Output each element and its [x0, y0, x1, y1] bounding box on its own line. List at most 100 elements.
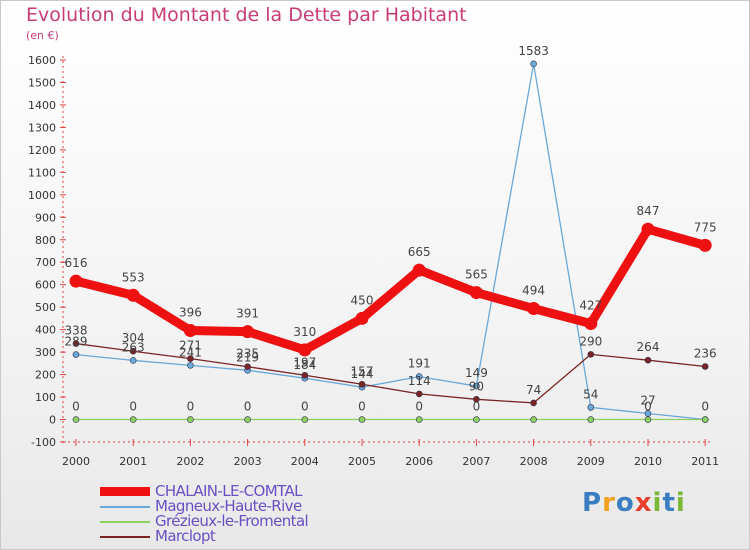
data-label: 0 — [244, 400, 252, 414]
data-label: 304 — [122, 331, 145, 345]
series-line — [75, 342, 706, 404]
x-tick-label: 2007 — [462, 455, 490, 468]
data-label: 191 — [408, 357, 431, 371]
data-label: 0 — [358, 400, 366, 414]
data-point — [301, 371, 309, 379]
data-label: 0 — [701, 400, 709, 414]
data-point — [698, 238, 712, 252]
data-point — [72, 416, 80, 423]
y-tick-label: 1100 — [28, 166, 56, 179]
x-tick-label: 2006 — [405, 455, 433, 468]
data-point — [187, 355, 194, 362]
y-tick-label: 400 — [35, 324, 56, 337]
legend-item: CHALAIN-LE-COMTAL — [100, 482, 360, 500]
logo-letter: P — [582, 488, 603, 518]
data-label: 553 — [122, 270, 145, 284]
data-point — [587, 416, 595, 423]
data-label: 54 — [583, 387, 598, 401]
data-label: 847 — [637, 204, 660, 218]
proxiti-logo: Proxiti — [582, 488, 686, 518]
data-label: 775 — [694, 220, 717, 234]
legend-swatch — [100, 506, 150, 508]
y-tick-label: 500 — [35, 301, 56, 314]
data-point — [358, 416, 366, 423]
data-point — [644, 416, 652, 423]
data-label: 264 — [637, 340, 660, 354]
data-label: 396 — [179, 306, 202, 320]
data-label: 565 — [465, 268, 488, 282]
data-point — [241, 325, 255, 339]
logo-letter: t — [662, 488, 676, 518]
data-label: 1583 — [518, 44, 549, 58]
data-point — [584, 317, 598, 331]
y-tick-label: 1300 — [28, 121, 56, 134]
x-tick-label: 2010 — [634, 455, 662, 468]
data-point — [527, 302, 541, 316]
data-label: 0 — [473, 400, 481, 414]
x-tick-label: 2011 — [691, 455, 719, 468]
data-point — [530, 60, 537, 68]
x-tick-label: 2000 — [62, 455, 90, 468]
data-point — [183, 324, 197, 338]
data-point — [126, 288, 140, 302]
logo-letter: o — [615, 488, 635, 518]
data-point — [701, 363, 709, 370]
y-tick-label: 1000 — [28, 189, 56, 202]
data-label: 391 — [236, 307, 259, 321]
chart-unit-label: (en €) — [26, 29, 59, 42]
series-line — [71, 224, 710, 355]
legend-swatch — [100, 521, 150, 523]
legend-label: Marclopt — [155, 527, 216, 545]
data-point — [298, 343, 312, 357]
data-point — [644, 356, 652, 364]
y-tick-label: 1500 — [28, 76, 56, 89]
data-label: 0 — [72, 400, 80, 414]
data-point — [72, 351, 80, 358]
data-point — [129, 347, 137, 355]
data-point — [415, 390, 423, 398]
legend-label: CHALAIN-LE-COMTAL — [155, 482, 303, 500]
y-tick-label: 1200 — [28, 144, 56, 157]
legend-item: Grézieux-le-Fromental — [100, 512, 360, 530]
logo-letter: x — [634, 488, 653, 518]
legend-label: Magneux-Haute-Rive — [155, 497, 302, 515]
data-label: 427 — [579, 299, 602, 313]
data-point — [244, 416, 251, 423]
x-tick-label: 2008 — [520, 455, 548, 468]
data-label: 27 — [640, 393, 655, 407]
data-label: 90 — [469, 379, 484, 393]
x-tick-label: 2001 — [119, 455, 147, 468]
data-label: 197 — [293, 355, 316, 369]
data-label: 0 — [415, 400, 423, 414]
y-tick-label: 800 — [35, 234, 56, 247]
x-tick-label: 2009 — [577, 455, 605, 468]
y-tick-label: 0 — [49, 414, 56, 427]
x-tick-label: 2003 — [234, 455, 262, 468]
data-point — [530, 416, 537, 423]
y-tick-label: 300 — [35, 346, 56, 359]
legend-item: Marclopt — [100, 527, 360, 545]
y-tick-label: 100 — [35, 391, 56, 404]
data-label: 338 — [65, 324, 88, 338]
data-point — [412, 263, 426, 277]
data-label: 290 — [579, 334, 602, 348]
data-point — [187, 362, 194, 369]
data-point — [587, 351, 595, 358]
y-tick-label: 200 — [35, 369, 56, 382]
y-tick-label: -100 — [31, 436, 56, 449]
data-label: 263 — [122, 340, 145, 354]
legend-item: Magneux-Haute-Rive — [100, 497, 360, 515]
legend-swatch — [100, 536, 150, 538]
data-label: 271 — [179, 339, 202, 353]
x-tick-label: 2005 — [348, 455, 376, 468]
data-label: 114 — [408, 374, 431, 388]
data-label: 289 — [65, 335, 88, 349]
y-tick-label: 900 — [35, 211, 56, 224]
data-label: 616 — [65, 256, 88, 270]
legend-label: Grézieux-le-Fromental — [155, 512, 309, 530]
data-label: 494 — [522, 284, 545, 298]
logo-letter: i — [652, 488, 663, 518]
legend-swatch — [100, 487, 150, 496]
data-point — [69, 274, 83, 288]
